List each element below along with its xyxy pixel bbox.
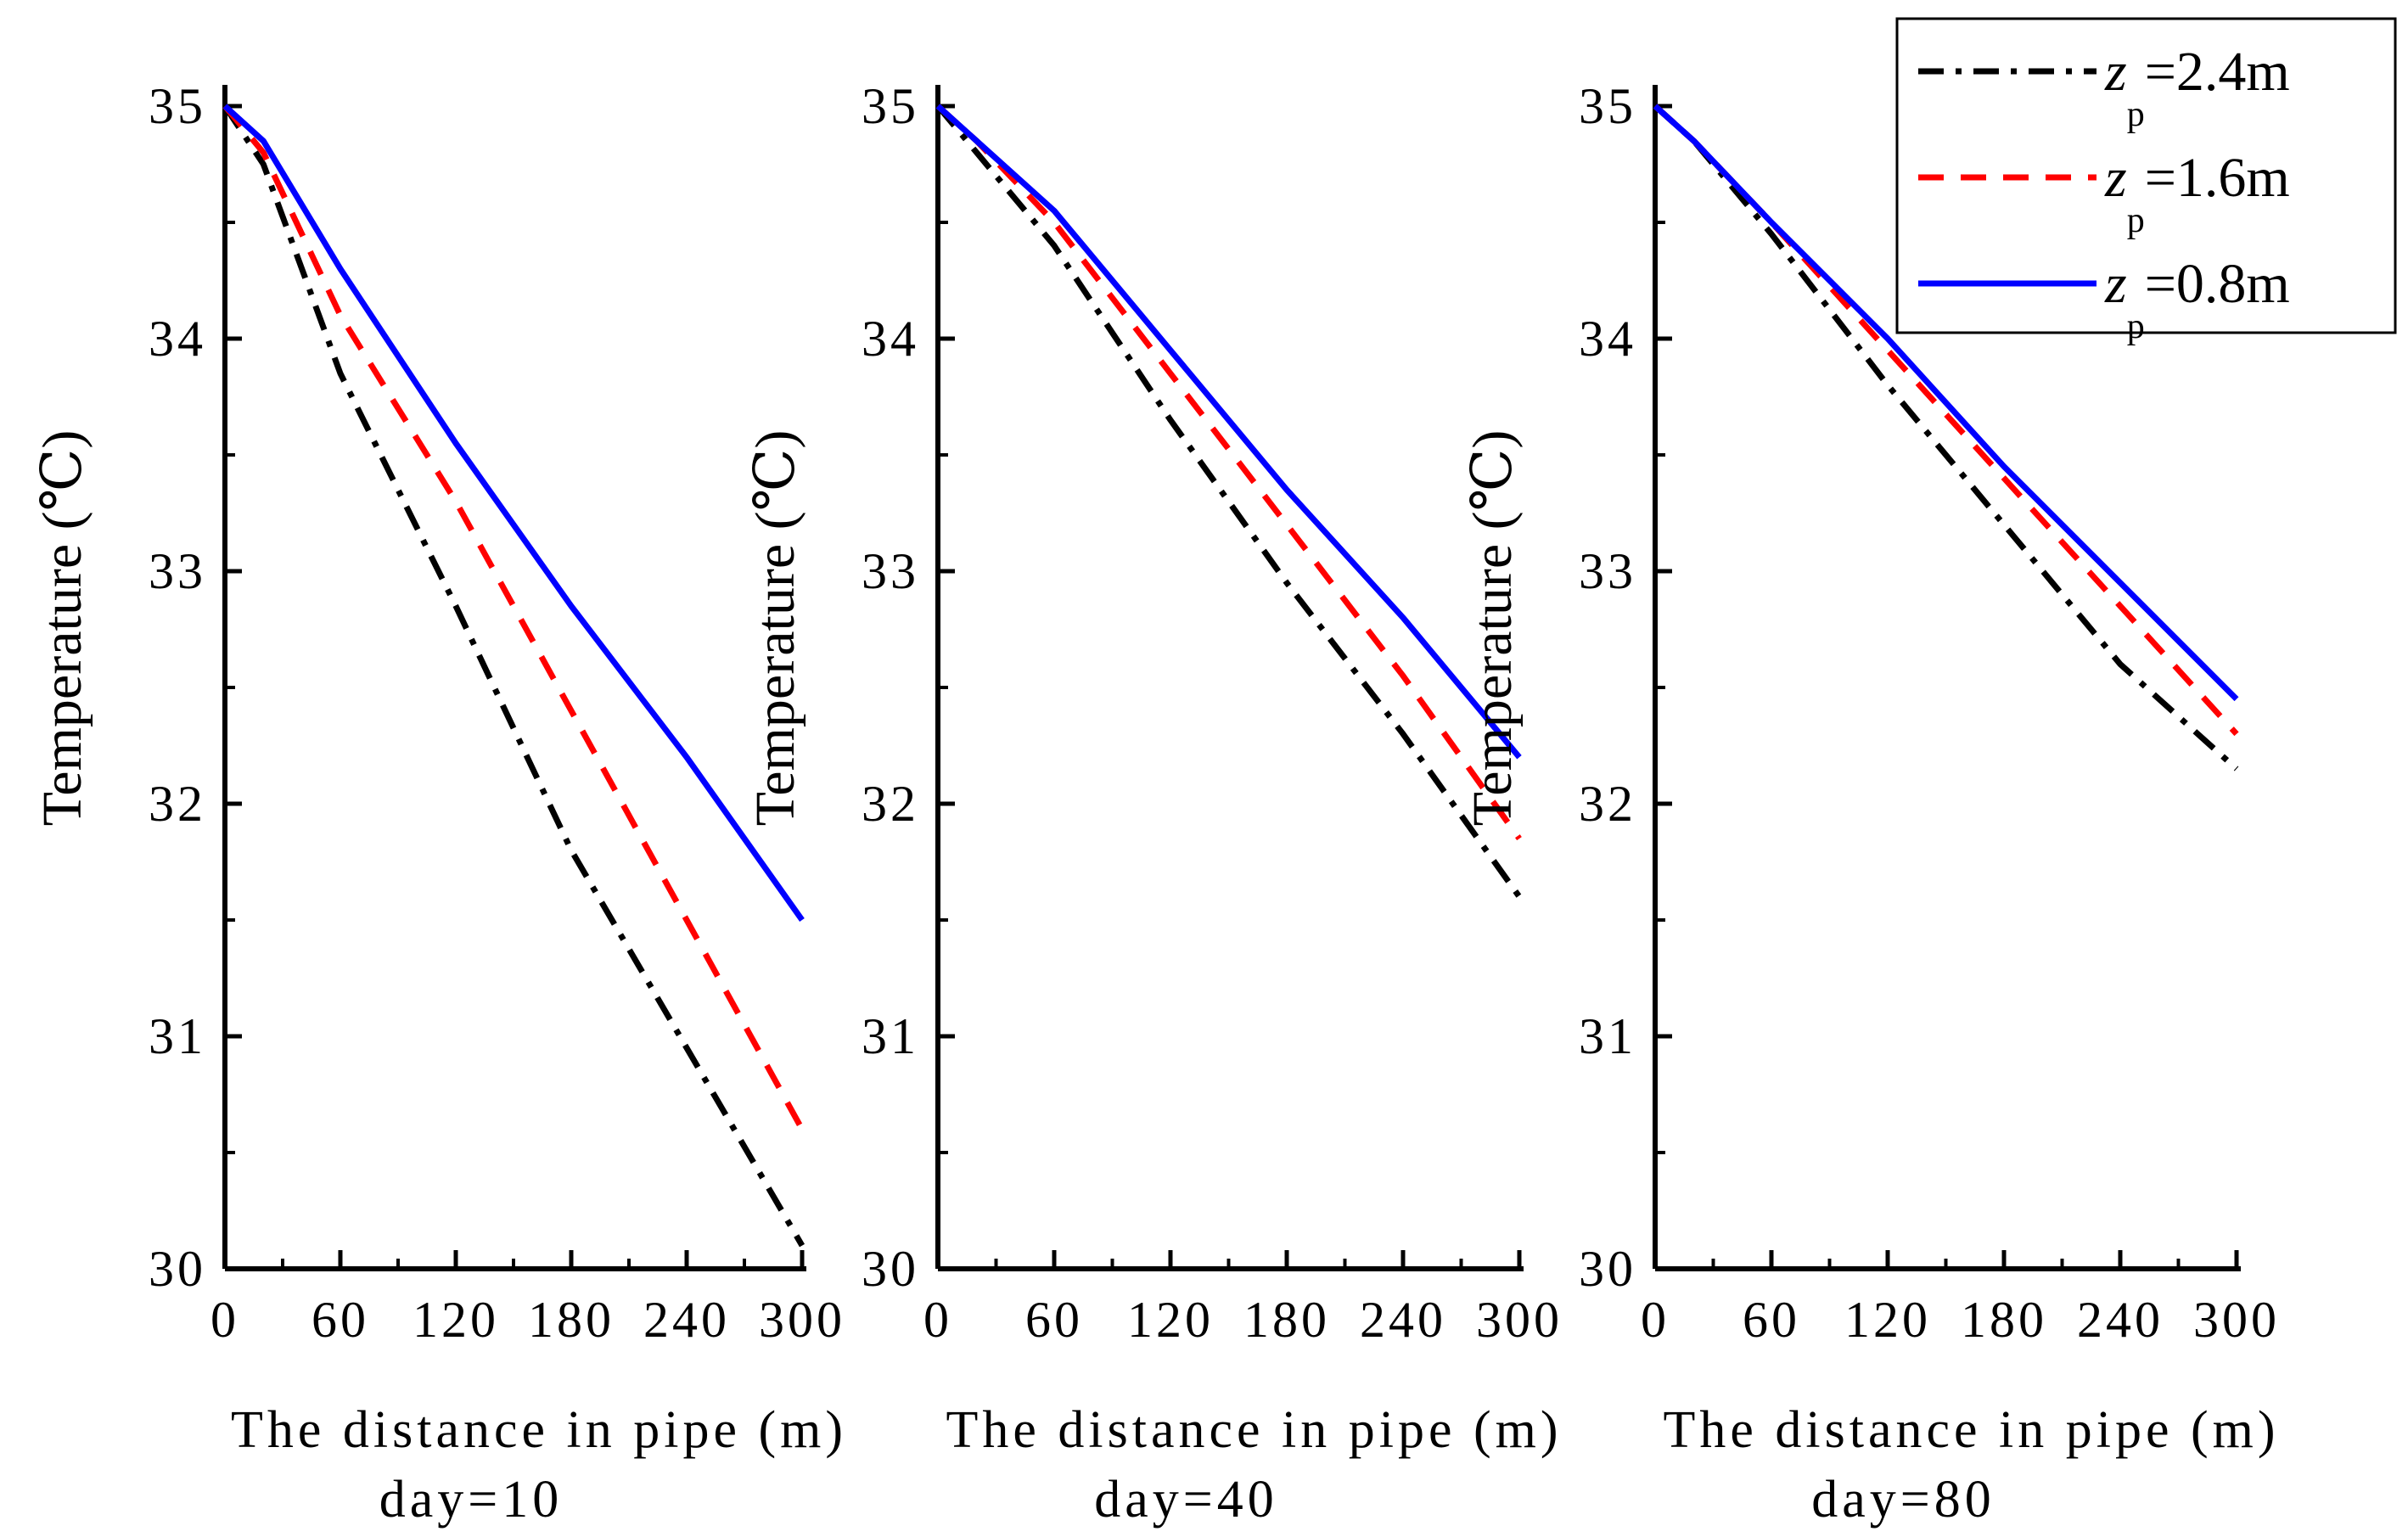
legend-label: zp=0.8m: [2104, 253, 2290, 346]
x-axis-label: The distance in pipe (m): [946, 1401, 1562, 1459]
legend-label: zp=2.4m: [2104, 41, 2290, 134]
x-tick-label: 60: [1743, 1292, 1800, 1348]
y-tick-label: 35: [1579, 78, 1636, 134]
legend-var: z: [2104, 253, 2127, 315]
y-tick-label: 35: [149, 78, 206, 134]
x-tick-label: 60: [1025, 1292, 1083, 1348]
y-tick-label: 32: [1579, 776, 1636, 832]
x-tick-label: 300: [759, 1292, 845, 1348]
legend-entry: zp=2.4m: [1918, 41, 2290, 134]
legend-sub: p: [2127, 201, 2145, 240]
y-tick-label: 30: [862, 1241, 919, 1297]
x-tick-label: 240: [2077, 1292, 2164, 1348]
series-line-zp=1.6m: [222, 104, 805, 1131]
y-tick-label: 34: [862, 311, 919, 367]
x-tick-label: 240: [643, 1292, 730, 1348]
legend-sub: p: [2127, 95, 2145, 134]
x-tick-label: 300: [1476, 1292, 1563, 1348]
y-tick-label: 31: [149, 1008, 206, 1064]
legend-value: =0.8m: [2145, 253, 2290, 315]
series-line-zp=0.8m: [1653, 104, 2239, 702]
y-tick-label: 34: [149, 311, 206, 367]
legend-entry: zp=0.8m: [1918, 253, 2290, 346]
y-tick-label: 32: [862, 776, 919, 832]
legend-value: =2.4m: [2145, 41, 2290, 103]
x-tick-label: 180: [1243, 1292, 1330, 1348]
series-line-zp=2.4m: [222, 104, 805, 1248]
legend-sub: p: [2127, 307, 2145, 346]
x-axis-label: The distance in pipe (m): [231, 1401, 847, 1459]
panel-title: day=10: [379, 1471, 563, 1529]
y-axis-label: Temperature (℃): [31, 430, 93, 827]
x-tick-label: 0: [923, 1292, 952, 1348]
x-tick-label: 240: [1360, 1292, 1446, 1348]
series-line-zp=0.8m: [935, 104, 1522, 760]
panel-day-80: 30 31 32 33 34 35 0 60 120 180 240 300 Temperature (…: [1462, 78, 2280, 1529]
y-tick-label: 33: [1579, 543, 1636, 599]
legend-var: z: [2104, 41, 2127, 103]
y-tick-label: 31: [862, 1008, 919, 1064]
panel-title: day=40: [1094, 1471, 1277, 1529]
x-tick-label: 0: [210, 1292, 239, 1348]
panel-day-10: 30 31 32 33 34 35 0 60 120 180 240 300 Temperature (…: [31, 78, 847, 1529]
x-tick-label: 120: [1844, 1292, 1931, 1348]
legend-value: =1.6m: [2145, 147, 2290, 209]
legend-var: z: [2104, 147, 2127, 209]
x-tick-label: 0: [1641, 1292, 1670, 1348]
x-tick-label: 120: [1127, 1292, 1214, 1348]
series-line-zp=1.6m: [935, 104, 1522, 841]
y-tick-label: 30: [1579, 1241, 1636, 1297]
x-tick-label: 120: [413, 1292, 499, 1348]
y-tick-label: 32: [149, 776, 206, 832]
y-axis-label: Temperature (℃): [1462, 430, 1524, 827]
legend-label: zp=1.6m: [2104, 147, 2290, 240]
panel-day-40: 30 31 32 33 34 35 0 60 120 180 240 300 Temperature (…: [744, 78, 1563, 1529]
y-tick-label: 30: [149, 1241, 206, 1297]
y-tick-label: 35: [862, 78, 919, 134]
y-axis-label: Temperature (℃): [744, 430, 806, 827]
x-axis-label: The distance in pipe (m): [1663, 1401, 2279, 1459]
legend-entry: zp=1.6m: [1918, 147, 2290, 240]
panel-title: day=80: [1811, 1471, 1995, 1529]
series-line-zp=2.4m: [935, 104, 1522, 899]
y-tick-label: 31: [1579, 1008, 1636, 1064]
series-line-zp=2.4m: [1653, 104, 2239, 771]
y-tick-label: 33: [149, 543, 206, 599]
x-tick-label: 60: [312, 1292, 369, 1348]
x-tick-label: 180: [1961, 1292, 2047, 1348]
x-tick-label: 300: [2193, 1292, 2280, 1348]
series-line-zp=0.8m: [222, 104, 805, 923]
x-tick-label: 180: [528, 1292, 615, 1348]
y-tick-label: 33: [862, 543, 919, 599]
y-tick-label: 34: [1579, 311, 1636, 367]
